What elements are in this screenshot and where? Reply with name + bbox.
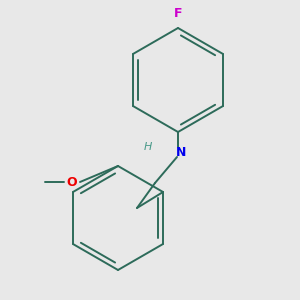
Text: N: N: [176, 146, 186, 158]
Text: O: O: [67, 176, 77, 188]
Text: H: H: [144, 142, 152, 152]
Text: F: F: [174, 7, 182, 20]
